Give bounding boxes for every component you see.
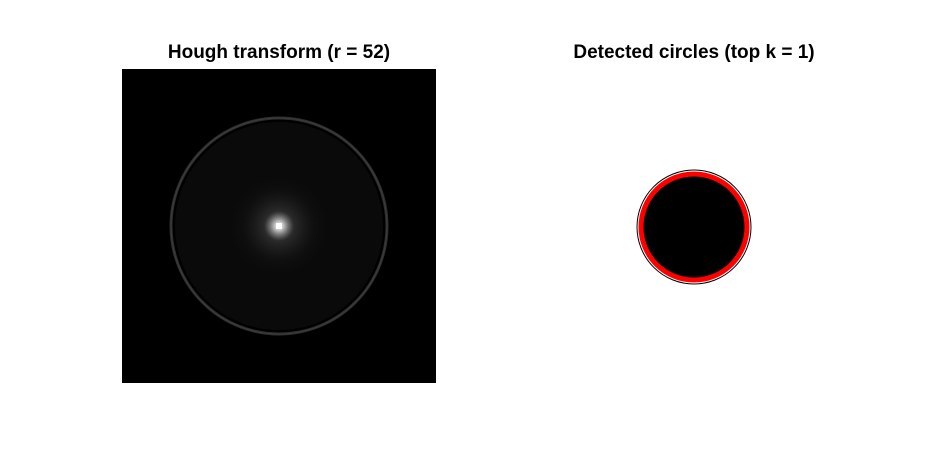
hough-panel-title: Hough transform (r = 52) <box>167 42 391 63</box>
detected-circle <box>636 169 752 285</box>
hough-accumulator-image <box>122 69 436 383</box>
detected-panel-title: Detected circles (top k = 1) <box>573 42 815 63</box>
